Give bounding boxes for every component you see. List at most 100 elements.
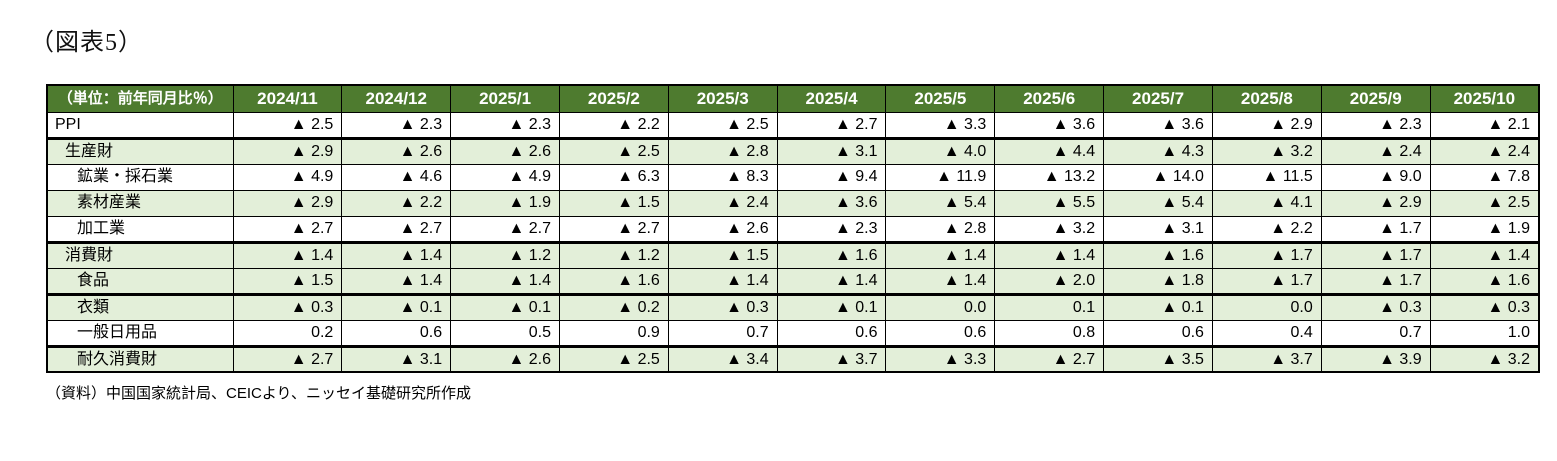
value-cell: ▲ 2.7 [776, 111, 887, 139]
unit-label: （単位：前年同月比％） [46, 84, 234, 113]
value-cell: ▲ 0.1 [450, 292, 560, 321]
value-cell: ▲ 5.5 [994, 189, 1105, 217]
value-cell: ▲ 1.4 [341, 240, 452, 269]
value-cell: ▲ 3.1 [341, 344, 452, 373]
table-row: 生産財 ▲ 2.9 ▲ 2.6 ▲ 2.6 ▲ 2.5 ▲ 2.8 ▲ 3.1 ▲ 4.0 ▲ … [46, 136, 1540, 165]
value-cell: ▲ 1.5 [232, 267, 343, 295]
column-header: 2024/11 [232, 84, 343, 113]
value-cell: ▲ 1.8 [1103, 267, 1213, 295]
table-row: 一般日用品 0.2 0.6 0.5 0.9 0.7 0.6 0.6 0.8 0.6 0.4 0.7 1.… [46, 319, 1540, 347]
row-label: 衣類 [46, 292, 234, 321]
value-cell: ▲ 11.5 [1211, 163, 1322, 191]
value-cell: ▲ 3.3 [885, 344, 996, 373]
value-cell: ▲ 2.0 [994, 267, 1105, 295]
value-cell: ▲ 2.4 [1429, 136, 1540, 165]
value-cell: 0.2 [232, 319, 343, 347]
value-cell: 0.1 [994, 292, 1105, 321]
value-cell: ▲ 2.7 [558, 215, 669, 243]
value-cell: ▲ 3.1 [1103, 215, 1213, 243]
value-cell: ▲ 3.7 [776, 344, 887, 373]
value-cell: ▲ 2.4 [667, 189, 778, 217]
value-cell: ▲ 4.9 [450, 163, 560, 191]
value-cell: ▲ 1.6 [558, 267, 669, 295]
table-row: 食品 ▲ 1.5 ▲ 1.4 ▲ 1.4 ▲ 1.6 ▲ 1.4 ▲ 1.4 ▲ 1.4 ▲ 2… [46, 267, 1540, 295]
column-header: 2025/6 [994, 84, 1105, 113]
value-cell: ▲ 1.4 [450, 267, 560, 295]
value-cell: ▲ 3.7 [1211, 344, 1322, 373]
value-cell: ▲ 2.9 [1211, 111, 1322, 139]
value-cell: ▲ 2.2 [1211, 215, 1322, 243]
table-row: 加工業 ▲ 2.7 ▲ 2.7 ▲ 2.7 ▲ 2.7 ▲ 2.6 ▲ 2.3 ▲ 2.8 ▲ … [46, 215, 1540, 243]
value-cell: ▲ 2.7 [341, 215, 452, 243]
value-cell: ▲ 0.3 [1320, 292, 1431, 321]
value-cell: ▲ 3.5 [1103, 344, 1213, 373]
value-cell: ▲ 4.0 [885, 136, 996, 165]
value-cell: 0.7 [1320, 319, 1431, 347]
value-cell: 0.6 [341, 319, 452, 347]
value-cell: ▲ 2.8 [885, 215, 996, 243]
value-cell: ▲ 3.9 [1320, 344, 1431, 373]
value-cell: 0.7 [667, 319, 778, 347]
row-label: 食品 [46, 267, 234, 295]
value-cell: ▲ 1.4 [1429, 240, 1540, 269]
value-cell: ▲ 1.6 [1103, 240, 1213, 269]
value-cell: ▲ 1.4 [667, 267, 778, 295]
value-cell: ▲ 1.7 [1211, 240, 1322, 269]
table-row: 素材産業 ▲ 2.9 ▲ 2.2 ▲ 1.9 ▲ 1.5 ▲ 2.4 ▲ 3.6 ▲ 5.4 ▲… [46, 189, 1540, 217]
value-cell: ▲ 1.6 [1429, 267, 1540, 295]
value-cell: ▲ 4.3 [1103, 136, 1213, 165]
value-cell: 0.8 [994, 319, 1105, 347]
column-header: 2025/9 [1320, 84, 1431, 113]
value-cell: ▲ 9.0 [1320, 163, 1431, 191]
value-cell: ▲ 9.4 [776, 163, 887, 191]
table-row: PPI ▲ 2.5 ▲ 2.3 ▲ 2.3 ▲ 2.2 ▲ 2.5 ▲ 2.7 ▲ 3.3 ▲ … [46, 111, 1540, 139]
value-cell: ▲ 1.5 [667, 240, 778, 269]
value-cell: ▲ 2.5 [558, 344, 669, 373]
value-cell: ▲ 1.7 [1211, 267, 1322, 295]
value-cell: ▲ 2.6 [341, 136, 452, 165]
page: （図表5） （単位：前年同月比％） 2024/11 2024/12 2025/1 20… [30, 30, 1540, 402]
value-cell: ▲ 2.1 [1429, 111, 1540, 139]
value-cell: 0.6 [885, 319, 996, 347]
column-header: 2024/12 [341, 84, 452, 113]
value-cell: ▲ 1.5 [558, 189, 669, 217]
value-cell: ▲ 2.6 [450, 136, 560, 165]
column-header: 2025/10 [1429, 84, 1540, 113]
value-cell: 0.6 [776, 319, 887, 347]
value-cell: ▲ 2.6 [667, 215, 778, 243]
value-cell: ▲ 5.4 [1103, 189, 1213, 217]
column-header: 2025/8 [1211, 84, 1322, 113]
value-cell: ▲ 3.1 [776, 136, 887, 165]
value-cell: ▲ 2.3 [776, 215, 887, 243]
value-cell: ▲ 1.4 [776, 267, 887, 295]
value-cell: ▲ 2.3 [341, 111, 452, 139]
table-row: 消費財 ▲ 1.4 ▲ 1.4 ▲ 1.2 ▲ 1.2 ▲ 1.5 ▲ 1.6 ▲ 1.4 ▲ … [46, 240, 1540, 269]
value-cell: ▲ 3.6 [1103, 111, 1213, 139]
value-cell: 0.6 [1103, 319, 1213, 347]
value-cell: ▲ 1.9 [450, 189, 560, 217]
column-header: 2025/3 [667, 84, 778, 113]
value-cell: ▲ 0.3 [667, 292, 778, 321]
value-cell: ▲ 3.3 [885, 111, 996, 139]
table-row: 耐久消費財 ▲ 2.7 ▲ 3.1 ▲ 2.6 ▲ 2.5 ▲ 3.4 ▲ 3.7 ▲ 3.3… [46, 344, 1540, 373]
table-row: 鉱業・採石業 ▲ 4.9 ▲ 4.6 ▲ 4.9 ▲ 6.3 ▲ 8.3 ▲ 9.4 ▲ 11… [46, 163, 1540, 191]
table-header-row: （単位：前年同月比％） 2024/11 2024/12 2025/1 2025/2 20… [46, 84, 1540, 113]
value-cell: ▲ 3.2 [1429, 344, 1540, 373]
value-cell: 1.0 [1429, 319, 1540, 347]
value-cell: ▲ 1.4 [232, 240, 343, 269]
value-cell: ▲ 0.3 [1429, 292, 1540, 321]
value-cell: ▲ 13.2 [994, 163, 1105, 191]
value-cell: ▲ 4.1 [1211, 189, 1322, 217]
table-row: 衣類 ▲ 0.3 ▲ 0.1 ▲ 0.1 ▲ 0.2 ▲ 0.3 ▲ 0.1 0.0 0.1 ▲ … [46, 292, 1540, 321]
value-cell: ▲ 7.8 [1429, 163, 1540, 191]
value-cell: ▲ 1.6 [776, 240, 887, 269]
row-label: PPI [46, 111, 234, 139]
value-cell: ▲ 0.1 [341, 292, 452, 321]
value-cell: ▲ 11.9 [885, 163, 996, 191]
value-cell: ▲ 4.6 [341, 163, 452, 191]
value-cell: ▲ 1.4 [885, 240, 996, 269]
value-cell: ▲ 0.3 [232, 292, 343, 321]
value-cell: ▲ 2.5 [1429, 189, 1540, 217]
source-note: （資料）中国国家統計局、CEICより、ニッセイ基礎研究所作成 [46, 385, 471, 402]
row-label: 耐久消費財 [46, 344, 234, 373]
